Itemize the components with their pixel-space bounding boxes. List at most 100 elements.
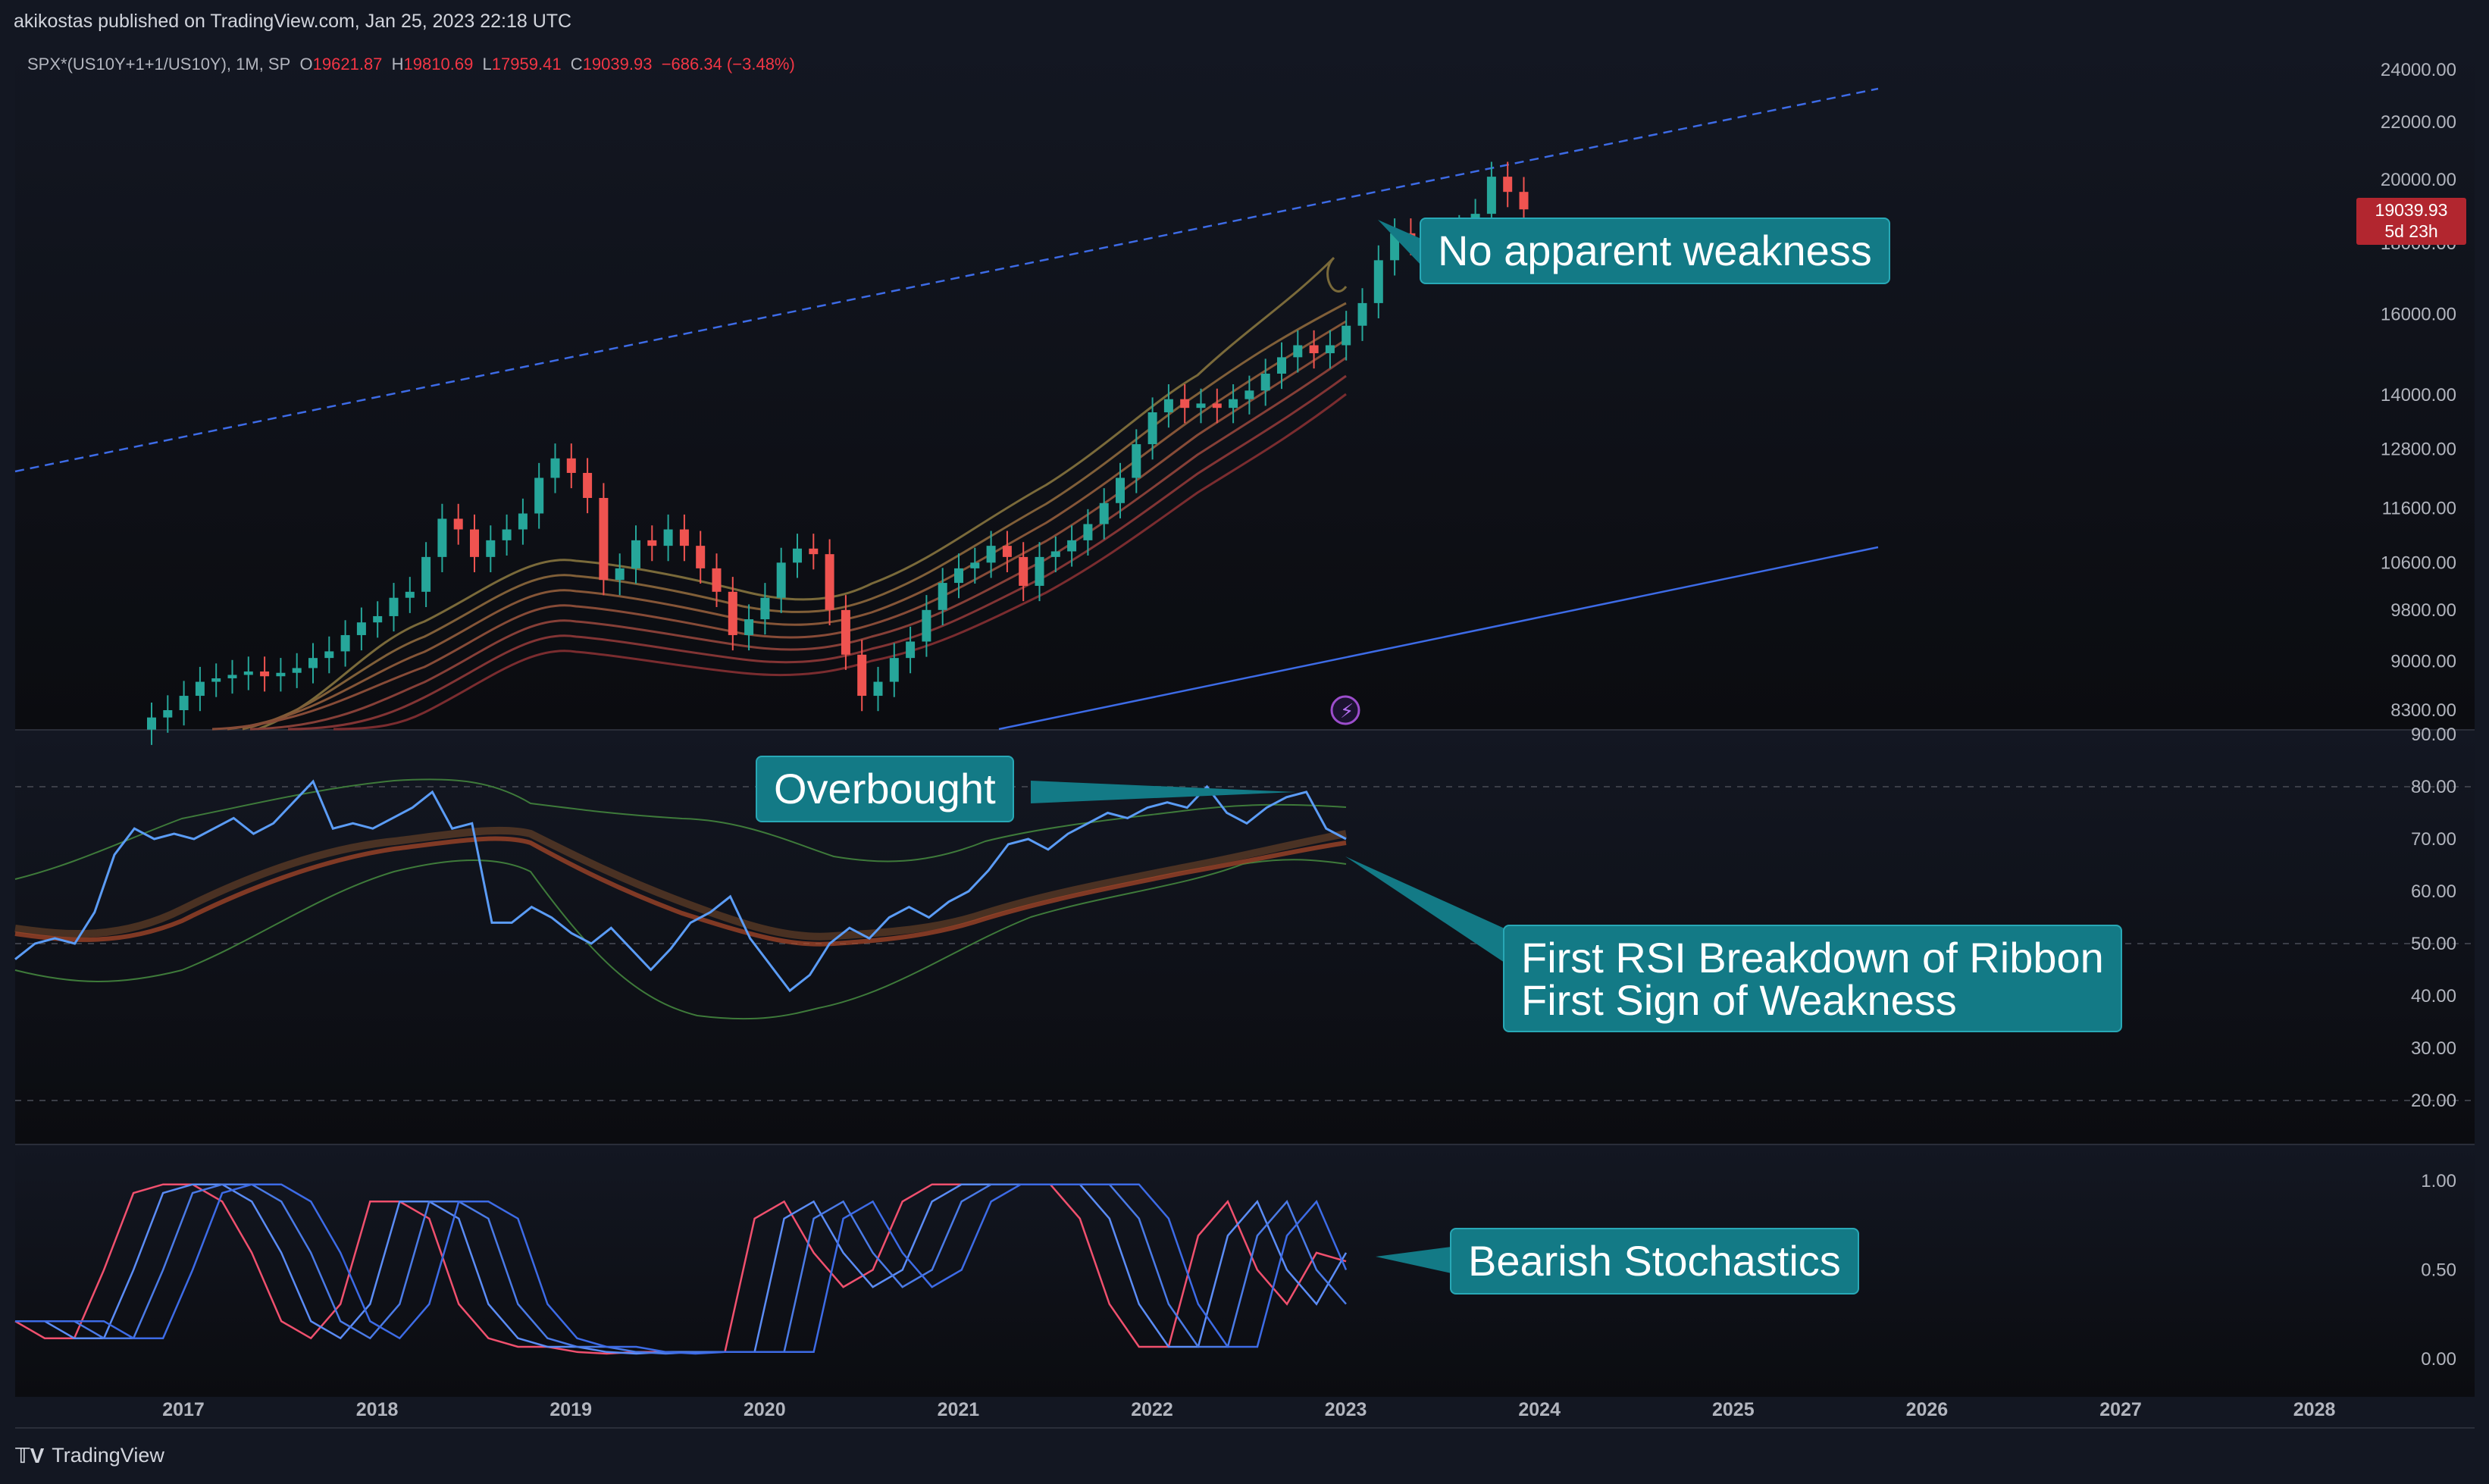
candle-body [1342, 325, 1351, 346]
candle-body [195, 681, 205, 697]
candle-body [502, 529, 512, 540]
candle-body [1163, 399, 1173, 413]
candle-body [696, 546, 706, 568]
candle-body [356, 622, 366, 635]
candle-body [260, 671, 270, 677]
upper-trendline[interactable] [14, 87, 1879, 473]
candle-body [793, 548, 802, 563]
callout-text: Bearish Stochastics [1468, 1237, 1841, 1285]
bar-countdown: 5d 23h [2384, 221, 2438, 241]
legend-close-label: C [570, 55, 583, 74]
candle-body [163, 710, 173, 718]
candle-body [211, 678, 221, 682]
callout-stochastics[interactable]: Bearish Stochastics [1450, 1228, 1859, 1295]
last-price-tag: 19039.93 5d 23h [2356, 198, 2466, 245]
candle-body [825, 554, 834, 610]
candle-body [1099, 502, 1109, 524]
legend-low-value: 17959.41 [491, 55, 562, 74]
candle-body [1373, 260, 1383, 303]
candle-body [276, 672, 286, 677]
tradingview-logo[interactable]: 𝕋V TradingView [15, 1443, 164, 1468]
price-tick-label: 11600.00 [2382, 499, 2456, 519]
rsi-tick-label: 60.00 [2411, 881, 2456, 902]
candle-body [1212, 403, 1222, 409]
rsi-line[interactable] [14, 779, 1347, 993]
candle-body [583, 472, 593, 498]
price-tick-label: 16000.00 [2381, 305, 2456, 325]
legend-low-label: L [482, 55, 492, 74]
candle-body [324, 651, 334, 659]
callout-overbought[interactable]: Overbought [756, 756, 1014, 822]
year-tick-label: 2023 [1325, 1399, 1367, 1420]
event-marker[interactable] [1330, 695, 1360, 725]
year-tick-label: 2018 [356, 1399, 399, 1420]
candle-body [1229, 399, 1238, 409]
price-tick-label: 14000.00 [2381, 385, 2456, 405]
legend-close-value: 19039.93 [582, 55, 653, 74]
rsi-lower-band [14, 859, 1347, 1020]
candle-body [1019, 556, 1028, 586]
candle-body [631, 540, 640, 568]
rsi-tick-label: 50.00 [2411, 934, 2456, 954]
ma-ribbon-line [249, 356, 1347, 731]
candle-body [1503, 177, 1513, 193]
candle-body [663, 529, 673, 546]
publish-header: akikostas published on TradingView.com, … [14, 11, 572, 32]
callout-line-1: First RSI Breakdown of Ribbon [1521, 934, 2104, 982]
candle-body [954, 568, 963, 584]
candle-body [906, 641, 916, 659]
lower-trendline[interactable] [998, 546, 1879, 731]
candle-body [1067, 540, 1077, 552]
candle-body [728, 591, 737, 635]
candle-body [986, 546, 996, 563]
price-pane[interactable] [15, 44, 2475, 729]
candle-body [938, 583, 947, 610]
stoch-axis[interactable]: 1.00 0.50 0.00 [2421, 1171, 2456, 1370]
year-tick-label: 2028 [2293, 1399, 2336, 1420]
candle-body [179, 696, 189, 710]
stoch-pane[interactable] [15, 1145, 2475, 1397]
candle-body [873, 681, 883, 697]
candle-body [1293, 345, 1303, 358]
callout-pointer [1031, 781, 1296, 803]
callout-text: Overbought [774, 765, 996, 812]
candle-body [776, 562, 786, 598]
callout-pointer [1378, 220, 1421, 265]
candle-body [308, 658, 318, 668]
series-legend[interactable]: SPX*(US10Y+1+1/US10Y), 1M, SP O19621.87 … [27, 55, 795, 74]
year-tick-label: 2020 [744, 1399, 786, 1420]
candle-body [534, 477, 544, 514]
callout-rsi-breakdown[interactable]: First RSI Breakdown of Ribbon First Sign… [1503, 925, 2122, 1032]
rsi-tick-label: 30.00 [2411, 1038, 2456, 1059]
ma-ribbon-line [287, 374, 1347, 731]
candle-body [1357, 302, 1367, 326]
rsi-upper-band [14, 778, 1347, 880]
rsi-axis[interactable]: 90.00 80.00 70.00 60.00 50.00 40.00 30.00 20.00 [2411, 725, 2456, 1111]
candle-body [437, 518, 447, 557]
price-tick-label: 20000.00 [2381, 170, 2456, 190]
candle-body [922, 609, 931, 642]
candle-body [1519, 192, 1529, 210]
candle-body [1196, 403, 1206, 409]
price-tick-label: 10600.00 [2381, 553, 2456, 573]
candle-body [1035, 556, 1044, 586]
candle-body [373, 615, 383, 623]
footer-brand: TradingView [52, 1444, 164, 1467]
year-tick-label: 2024 [1518, 1399, 1561, 1420]
candle-body [599, 497, 609, 581]
time-axis[interactable]: 2017 2018 2019 2020 2021 2022 2023 2024 2025 2026… [162, 1399, 2335, 1420]
tradingview-logo-icon: 𝕋V [15, 1444, 45, 1467]
stoch-tick-label: 1.00 [2421, 1171, 2456, 1191]
rsi-ribbon [14, 826, 1347, 941]
legend-symbol: SPX*(US10Y+1+1/US10Y), 1M, SP [27, 55, 291, 74]
stoch-line[interactable] [15, 1183, 1348, 1355]
candle-body [421, 556, 431, 592]
legend-open-value: 19621.87 [312, 55, 383, 74]
candle-body [1390, 233, 1400, 261]
callout-no-weakness[interactable]: No apparent weakness [1420, 218, 1890, 284]
candle-body [970, 562, 980, 568]
candle-body [566, 458, 576, 473]
candle-body [1180, 399, 1190, 409]
rsi-tick-label: 20.00 [2411, 1091, 2456, 1111]
